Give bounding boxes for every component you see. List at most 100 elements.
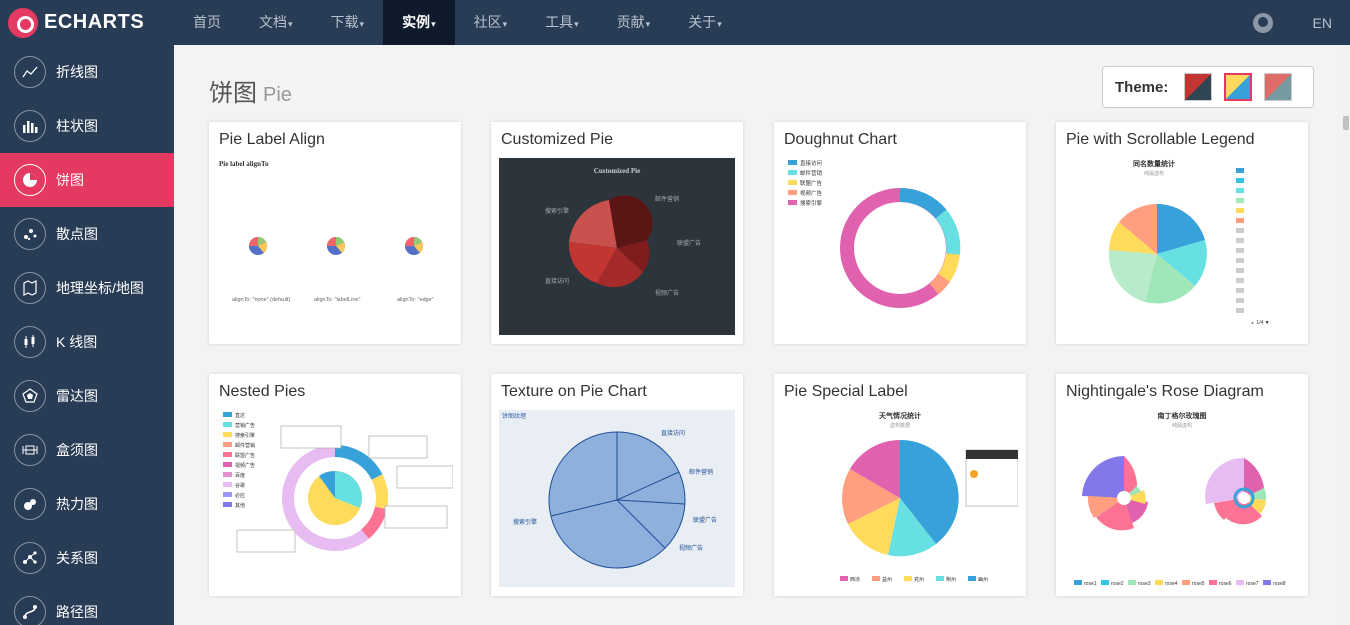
- sidebar-item-map[interactable]: 地理坐标/地图: [0, 261, 174, 315]
- page-subtitle: Pie: [263, 84, 292, 106]
- svg-text:视频广告: 视频广告: [235, 462, 255, 469]
- card-thumbnail[interactable]: Pie label alignTo alignTo: "none" (defau…: [217, 158, 453, 335]
- card-title: Nightingale's Rose Diagram: [1066, 383, 1264, 400]
- svg-text:荆州: 荆州: [946, 576, 956, 583]
- page-title: 饼图 Pie: [209, 80, 292, 107]
- example-card-pie-label-align[interactable]: Pie Label Align Pie label alignTo alignT…: [209, 122, 461, 344]
- github-icon[interactable]: [1252, 12, 1273, 33]
- sidebar-item-scatter[interactable]: 散点图: [0, 207, 174, 261]
- svg-text:虚构数据: 虚构数据: [890, 422, 910, 429]
- svg-text:百度: 百度: [235, 472, 245, 479]
- svg-text:rose4: rose4: [1165, 581, 1178, 587]
- card-thumbnail[interactable]: 天气情况统计 虚构数据 西凉 益州 兖州 荆州 幽州: [782, 410, 1018, 587]
- theme-swatch-dark[interactable]: [1264, 73, 1293, 101]
- chevron-down-icon: ▾: [359, 19, 365, 29]
- nav-item-tools[interactable]: 工具▾: [545, 14, 579, 30]
- example-card-customized-pie[interactable]: Customized Pie Customized Pie 搜索引擎 邮件营销 …: [491, 122, 743, 344]
- caption: alignTo: "edge": [397, 297, 434, 303]
- svg-text:必应: 必应: [235, 492, 245, 499]
- echarts-logo[interactable]: ECHARTS: [0, 0, 174, 45]
- svg-text:直接访问: 直接访问: [545, 277, 569, 285]
- card-title: Texture on Pie Chart: [501, 383, 647, 400]
- svg-text:谷歌: 谷歌: [235, 482, 245, 489]
- svg-text:搜索引擎: 搜索引擎: [545, 207, 569, 215]
- thumb-title: 天气情况统计: [879, 411, 921, 420]
- nav-item-about[interactable]: 关于▾: [688, 14, 722, 30]
- example-card-scrollable-legend[interactable]: Pie with Scrollable Legend 同名数量统计 纯属虚构: [1056, 122, 1308, 344]
- thumb-title: Customized Pie: [594, 167, 640, 175]
- svg-text:直接访问: 直接访问: [800, 159, 822, 167]
- theme-swatch-light[interactable]: [1224, 73, 1253, 101]
- theme-swatch-default[interactable]: [1184, 73, 1213, 101]
- svg-text:▲ 1/4 ▼: ▲ 1/4 ▼: [1250, 320, 1270, 326]
- svg-text:邮件营销: 邮件营销: [689, 468, 713, 476]
- card-thumbnail[interactable]: 同名数量统计 纯属虚构: [1064, 158, 1300, 335]
- nav-item-download[interactable]: 下载▾: [330, 14, 365, 30]
- pie-chart-icon: [14, 164, 46, 196]
- chevron-down-icon: ▾: [502, 19, 508, 29]
- bar-chart-icon: [14, 110, 46, 142]
- map-icon: [14, 272, 46, 304]
- sidebar-item-radar[interactable]: 雷达图: [0, 369, 174, 423]
- sidebar-item-heatmap[interactable]: 热力图: [0, 477, 174, 531]
- sidebar: 折线图 柱状图 饼图 散点图 地理坐标/地图 K 线图 雷达图 盒须图 热力图 …: [0, 45, 174, 625]
- svg-text:邮件营销: 邮件营销: [235, 442, 255, 449]
- svg-text:搜索引擎: 搜索引擎: [235, 432, 255, 439]
- svg-text:幽州: 幽州: [978, 576, 988, 583]
- example-card-special-label[interactable]: Pie Special Label 天气情况统计 虚构数据 西凉 益州: [774, 374, 1026, 596]
- svg-text:联盟广告: 联盟广告: [235, 452, 255, 459]
- thumb-title: 饼图纹理: [502, 412, 526, 420]
- chevron-down-icon: ▾: [574, 19, 579, 29]
- card-thumbnail[interactable]: 直接访问 邮件营销 联盟广告 视频广告 搜索引擎: [782, 158, 1018, 335]
- svg-text:rose3: rose3: [1138, 581, 1151, 587]
- nav-item-examples[interactable]: 实例▾: [383, 0, 455, 45]
- svg-text:益州: 益州: [882, 576, 892, 583]
- svg-text:视频广告: 视频广告: [655, 289, 679, 297]
- sidebar-item-bar[interactable]: 柱状图: [0, 99, 174, 153]
- svg-text:纯属虚构: 纯属虚构: [1144, 170, 1164, 177]
- nav-item-home[interactable]: 首页: [193, 14, 221, 30]
- page-scrollbar[interactable]: [1342, 45, 1350, 625]
- thumb-title: 同名数量统计: [1133, 159, 1175, 168]
- svg-text:rose8: rose8: [1273, 581, 1286, 587]
- sidebar-item-lines[interactable]: 路径图: [0, 585, 174, 625]
- example-card-nested-pies[interactable]: Nested Pies 直达 营销广告 搜索引擎 邮件营销 联盟广告 视频广告 …: [209, 374, 461, 596]
- nav-item-contribute[interactable]: 贡献▾: [616, 14, 651, 30]
- card-thumbnail[interactable]: 饼图纹理 直接访问 邮件营销 联盟广告 视频广告 搜索引擎: [499, 410, 735, 587]
- graph-icon: [14, 542, 46, 574]
- card-title: Pie Special Label: [784, 383, 908, 400]
- nav-item-community[interactable]: 社区▾: [473, 14, 508, 30]
- scrollbar-thumb[interactable]: [1343, 116, 1349, 130]
- svg-text:直接访问: 直接访问: [661, 429, 685, 437]
- svg-text:联盟广告: 联盟广告: [677, 239, 701, 247]
- svg-text:直达: 直达: [235, 412, 245, 419]
- svg-text:联盟广告: 联盟广告: [800, 179, 823, 187]
- card-title: Customized Pie: [501, 131, 614, 148]
- svg-text:邮件营销: 邮件营销: [655, 195, 679, 203]
- sidebar-item-graph[interactable]: 关系图: [0, 531, 174, 585]
- chevron-down-icon: ▾: [431, 19, 436, 29]
- caption: alignTo: "none" (default): [232, 297, 290, 303]
- nav-item-docs[interactable]: 文档▾: [259, 14, 293, 30]
- caption: alignTo: "labelLine": [314, 297, 360, 303]
- sidebar-item-boxplot[interactable]: 盒须图: [0, 423, 174, 477]
- svg-text:视频广告: 视频广告: [800, 189, 823, 197]
- language-switch[interactable]: EN: [1312, 14, 1332, 31]
- example-card-doughnut-chart[interactable]: Doughnut Chart 直接访问 邮件营销 联盟广告 视频广告 搜索引擎: [774, 122, 1026, 344]
- example-card-rose-diagram[interactable]: Nightingale's Rose Diagram 南丁格尔玫瑰图 纯属虚构: [1056, 374, 1308, 596]
- svg-text:rose1: rose1: [1084, 581, 1097, 587]
- sidebar-item-line[interactable]: 折线图: [0, 45, 174, 99]
- svg-text:西凉: 西凉: [850, 576, 860, 583]
- card-thumbnail[interactable]: Customized Pie 搜索引擎 邮件营销 联盟广告 视频广告 直接访问: [499, 158, 735, 335]
- card-thumbnail[interactable]: 南丁格尔玫瑰图 纯属虚构: [1064, 410, 1300, 587]
- card-thumbnail[interactable]: 直达 营销广告 搜索引擎 邮件营销 联盟广告 视频广告 百度 谷歌 必应 其他: [217, 410, 453, 587]
- scatter-chart-icon: [14, 218, 46, 250]
- theme-selector: Theme:: [1102, 66, 1314, 108]
- example-card-texture-pie[interactable]: Texture on Pie Chart 饼图纹理 直接访问 邮件营销 联盟广告…: [491, 374, 743, 596]
- svg-text:rose2: rose2: [1111, 581, 1124, 587]
- svg-text:邮件营销: 邮件营销: [800, 169, 823, 177]
- echarts-logo-icon: [8, 7, 38, 38]
- sidebar-item-candlestick[interactable]: K 线图: [0, 315, 174, 369]
- sidebar-item-pie[interactable]: 饼图: [0, 153, 174, 207]
- chevron-down-icon: ▾: [717, 19, 722, 29]
